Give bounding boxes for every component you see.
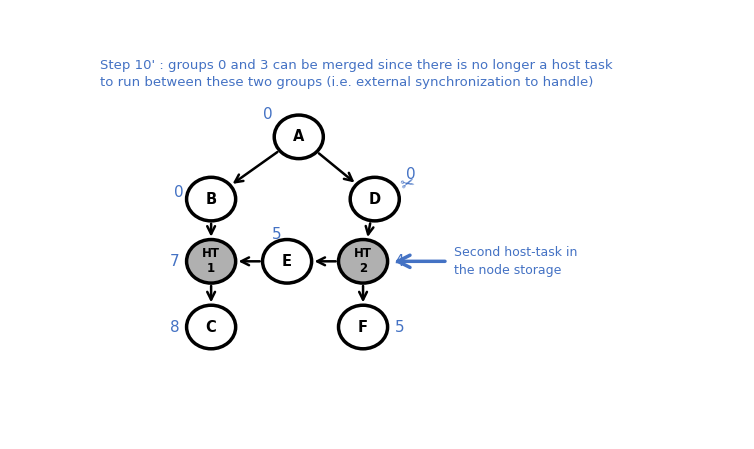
Ellipse shape: [186, 305, 236, 349]
Text: A: A: [293, 129, 305, 145]
Text: ✂: ✂: [398, 173, 416, 194]
Text: 5: 5: [272, 227, 282, 242]
Text: HT
1: HT 1: [202, 247, 220, 275]
Text: Step 10' : groups 0 and 3 can be merged since there is no longer a host task
to : Step 10' : groups 0 and 3 can be merged …: [100, 59, 613, 89]
Text: 4: 4: [394, 254, 404, 269]
Text: 0: 0: [406, 167, 415, 182]
Text: F: F: [358, 320, 368, 335]
Ellipse shape: [274, 115, 323, 158]
Text: HT
2: HT 2: [354, 247, 372, 275]
Ellipse shape: [339, 305, 388, 349]
Text: B: B: [206, 192, 216, 207]
Text: D: D: [369, 192, 381, 207]
Text: 0: 0: [263, 107, 273, 122]
Ellipse shape: [186, 239, 236, 283]
Text: 0: 0: [174, 185, 184, 200]
Ellipse shape: [186, 177, 236, 221]
Ellipse shape: [350, 177, 400, 221]
Text: C: C: [206, 320, 216, 335]
Text: 8: 8: [170, 320, 179, 335]
Text: E: E: [282, 254, 292, 269]
Text: 5: 5: [394, 320, 404, 335]
Ellipse shape: [339, 239, 388, 283]
Text: Second host-task in
the node storage: Second host-task in the node storage: [454, 246, 577, 277]
Text: 7: 7: [170, 254, 179, 269]
Ellipse shape: [262, 239, 311, 283]
